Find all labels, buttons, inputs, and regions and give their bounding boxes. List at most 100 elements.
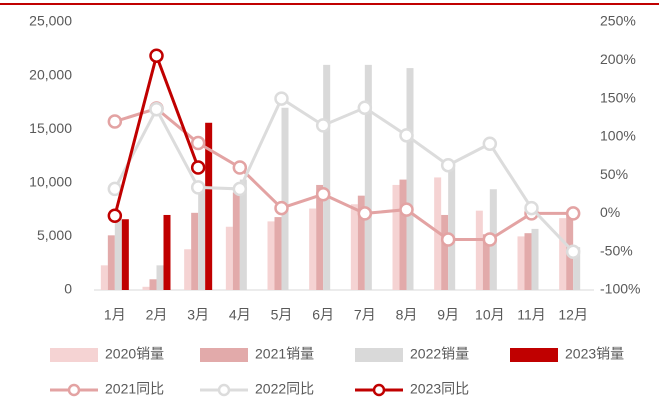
legend-label: 2020销量 (105, 346, 164, 362)
line-marker (357, 100, 373, 116)
bar (142, 286, 150, 290)
bar (274, 217, 282, 290)
x-tick-label: 11月 (517, 307, 546, 323)
line-marker (107, 181, 123, 197)
y2-tick-label: 50% (600, 166, 628, 182)
bar (517, 236, 525, 290)
y-tick-label: 10,000 (29, 174, 72, 190)
line-marker (190, 160, 206, 175)
bar (559, 218, 567, 290)
bar (316, 184, 324, 290)
legend-swatch (50, 348, 98, 362)
y2-tick-label: 100% (600, 128, 636, 144)
line-marker (482, 136, 498, 151)
bar (267, 221, 275, 290)
line-marker (315, 187, 331, 202)
bar (149, 279, 157, 290)
line-marker (274, 91, 289, 106)
line-marker (565, 206, 581, 221)
bar (239, 179, 247, 290)
y2-tick-label: 250% (600, 13, 636, 29)
bar (441, 214, 449, 290)
legend-swatch (200, 348, 248, 362)
line (114, 106, 574, 241)
y2-tick-label: 150% (600, 89, 636, 105)
bar (184, 249, 192, 290)
line (113, 50, 200, 217)
legend-label: 2021同比 (105, 381, 164, 397)
bar (100, 265, 108, 290)
line-marker (357, 206, 373, 221)
line-marker (149, 102, 164, 117)
bar (198, 188, 206, 290)
bar (121, 219, 129, 290)
line-marker (524, 200, 539, 216)
bar (475, 210, 483, 290)
line-marker (274, 200, 289, 216)
line-marker (190, 180, 206, 195)
bar (281, 107, 289, 290)
line (113, 96, 575, 253)
bar (232, 192, 240, 290)
line-marker (232, 181, 248, 197)
bar (191, 212, 199, 290)
legend-swatch (510, 348, 558, 362)
bar (350, 204, 358, 290)
line-marker (190, 135, 206, 151)
bar (205, 122, 213, 290)
legend-marker (372, 383, 386, 397)
x-tick-label: 5月 (271, 307, 293, 323)
y-tick-label: 15,000 (29, 120, 72, 136)
y-tick-label: 5,000 (37, 227, 72, 243)
y2-tick-label: -100% (600, 281, 640, 297)
y-tick-label: 0 (64, 281, 72, 297)
bar (399, 179, 407, 290)
bar (357, 195, 365, 290)
bar (323, 64, 331, 290)
bar (364, 64, 372, 290)
legend-label: 2022销量 (410, 346, 469, 362)
line-marker (399, 202, 414, 217)
line-marker (149, 48, 164, 63)
bar (406, 68, 414, 290)
bar (225, 226, 233, 290)
bar (156, 265, 164, 290)
bar (114, 214, 122, 290)
y2-tick-label: -50% (600, 242, 633, 258)
x-tick-label: 7月 (354, 307, 376, 323)
y2-tick-label: 200% (600, 51, 636, 67)
legend-label: 2022同比 (255, 381, 314, 397)
x-tick-label: 12月 (558, 307, 588, 323)
line-marker (107, 208, 123, 223)
bar (531, 228, 539, 290)
line-marker (440, 232, 456, 247)
bar (524, 233, 532, 290)
x-tick-label: 10月 (475, 307, 505, 323)
line-marker (232, 160, 248, 175)
line-marker (399, 128, 414, 143)
x-tick-label: 8月 (396, 307, 418, 323)
y2-tick-label: 0% (600, 204, 620, 220)
bar (573, 247, 581, 290)
x-tick-label: 6月 (312, 307, 334, 323)
line-marker (440, 157, 456, 173)
line-marker (482, 232, 498, 247)
x-tick-label: 3月 (187, 307, 209, 323)
bar (482, 234, 490, 290)
x-tick-label: 2月 (146, 307, 168, 323)
x-tick-label: 1月 (104, 307, 126, 323)
line-marker (565, 244, 581, 259)
y-tick-label: 25,000 (29, 13, 72, 29)
x-tick-label: 4月 (229, 307, 251, 323)
legend-label: 2023销量 (565, 346, 624, 362)
legend-label: 2023同比 (410, 381, 469, 397)
legend-label: 2021销量 (255, 346, 314, 362)
line-marker (107, 114, 123, 129)
bar (392, 184, 400, 290)
bar (448, 166, 456, 290)
legend-swatch (355, 348, 403, 362)
x-tick-label: 9月 (437, 307, 459, 323)
bar (107, 235, 115, 290)
line-marker (315, 118, 331, 133)
